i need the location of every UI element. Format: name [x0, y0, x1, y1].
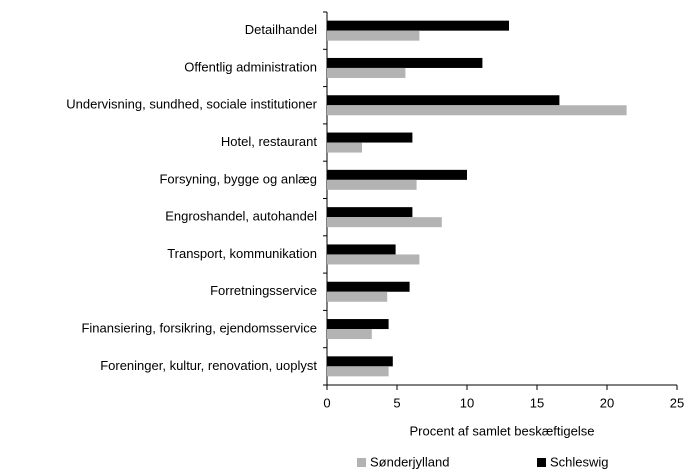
y-tick-label: Forretningsservice [210, 283, 317, 298]
bar [327, 329, 372, 340]
bar [327, 179, 417, 190]
bar [327, 319, 389, 330]
bar [327, 291, 388, 302]
y-tick-label: Forsyning, bygge og anlæg [159, 171, 317, 186]
bar [327, 57, 483, 68]
y-tick-label: Hotel, restaurant [221, 134, 317, 149]
bar [327, 217, 442, 228]
bar [327, 20, 509, 31]
bar [327, 95, 560, 106]
bar [327, 366, 389, 377]
x-tick-label: 5 [393, 395, 400, 410]
bar [327, 356, 393, 367]
y-tick-label: Engroshandel, autohandel [165, 209, 317, 224]
bar [327, 244, 396, 255]
bar [327, 142, 362, 153]
x-tick-label: 25 [670, 395, 684, 410]
x-tick-label: 10 [460, 395, 474, 410]
y-tick-label: Finansiering, forsikring, ejendomsservic… [81, 320, 317, 335]
bar [327, 30, 420, 41]
y-tick-label: Foreninger, kultur, renovation, uoplyst [100, 358, 317, 373]
bar [327, 132, 413, 143]
y-tick-label: Detailhandel [245, 22, 317, 37]
y-tick-label: Offentlig administration [184, 59, 317, 74]
legend-swatch [537, 458, 546, 467]
bar [327, 105, 627, 116]
bar [327, 67, 406, 78]
x-tick-label: 0 [323, 395, 330, 410]
x-tick-label: 15 [530, 395, 544, 410]
legend-label: Schleswig [550, 454, 609, 469]
y-tick-label: Undervisning, sundhed, sociale instituti… [66, 97, 317, 112]
x-tick-label: 20 [600, 395, 614, 410]
legend-label: Sønderjylland [370, 454, 450, 469]
bar [327, 281, 410, 292]
bar [327, 254, 420, 265]
y-tick-label: Transport, kommunikation [167, 246, 317, 261]
bar [327, 207, 413, 218]
legend-swatch [357, 458, 366, 467]
x-axis-label: Procent af samlet beskæftigelse [410, 423, 595, 438]
bar [327, 169, 467, 180]
